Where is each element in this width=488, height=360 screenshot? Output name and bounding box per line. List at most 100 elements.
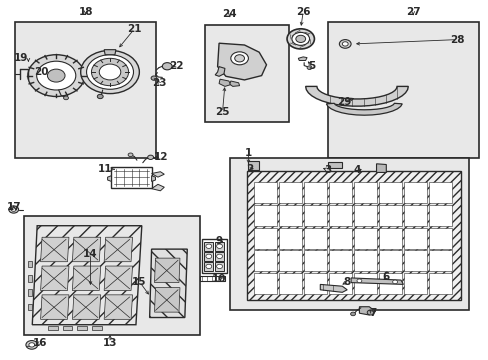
Circle shape [366, 310, 373, 315]
Polygon shape [104, 50, 116, 55]
Bar [279, 228, 302, 249]
Bar [403, 182, 426, 203]
Polygon shape [149, 249, 187, 318]
Text: 26: 26 [295, 6, 310, 17]
Polygon shape [41, 295, 69, 319]
Text: 9: 9 [215, 236, 222, 246]
Bar [353, 205, 376, 226]
Text: 22: 22 [168, 60, 183, 71]
Circle shape [350, 312, 355, 316]
Text: 1: 1 [244, 148, 251, 158]
Circle shape [162, 63, 172, 70]
Bar [254, 228, 277, 249]
Bar [48, 326, 58, 330]
Circle shape [26, 341, 38, 349]
Circle shape [291, 32, 309, 45]
Polygon shape [151, 184, 164, 191]
Polygon shape [104, 295, 132, 319]
Polygon shape [32, 226, 142, 325]
Polygon shape [72, 237, 101, 262]
Polygon shape [215, 67, 224, 76]
Circle shape [63, 96, 68, 100]
Bar [62, 326, 72, 330]
Text: 29: 29 [337, 96, 351, 107]
Bar [215, 262, 224, 271]
Bar [279, 182, 302, 203]
Bar [254, 273, 277, 294]
Polygon shape [219, 79, 230, 86]
Bar [353, 250, 376, 271]
Polygon shape [376, 164, 386, 172]
Bar [304, 182, 326, 203]
Circle shape [216, 254, 222, 258]
Polygon shape [154, 258, 180, 283]
Circle shape [392, 280, 397, 284]
Circle shape [342, 42, 347, 46]
Circle shape [205, 244, 211, 248]
Text: 27: 27 [405, 6, 420, 17]
Bar [403, 273, 426, 294]
Text: 28: 28 [449, 35, 464, 45]
Text: 14: 14 [83, 249, 98, 259]
Text: 24: 24 [222, 9, 237, 19]
Polygon shape [41, 266, 69, 291]
Bar [92, 326, 102, 330]
Text: 4: 4 [352, 165, 360, 175]
Bar [28, 304, 32, 310]
Circle shape [28, 55, 84, 96]
Polygon shape [151, 172, 164, 177]
Circle shape [216, 264, 222, 269]
Bar [378, 205, 401, 226]
Text: 20: 20 [34, 67, 49, 77]
Bar [378, 182, 401, 203]
Circle shape [147, 155, 153, 159]
Bar [254, 182, 277, 203]
Circle shape [306, 66, 311, 69]
Circle shape [81, 50, 139, 94]
Text: 2: 2 [245, 164, 252, 174]
Bar [353, 228, 376, 249]
Polygon shape [104, 237, 132, 262]
Circle shape [86, 55, 133, 89]
Bar [328, 250, 351, 271]
Text: 18: 18 [78, 6, 93, 17]
Polygon shape [72, 266, 101, 291]
Bar [428, 182, 451, 203]
Text: 23: 23 [151, 78, 166, 88]
Bar [204, 262, 213, 271]
Bar [279, 205, 302, 226]
Text: 21: 21 [127, 24, 142, 34]
Text: 8: 8 [343, 276, 350, 287]
Bar [279, 250, 302, 271]
Polygon shape [350, 278, 403, 284]
Text: 16: 16 [33, 338, 47, 348]
Polygon shape [217, 43, 266, 80]
Text: 5: 5 [308, 60, 315, 71]
Circle shape [216, 244, 222, 248]
Bar [304, 273, 326, 294]
Bar [327, 22, 478, 158]
Bar [279, 273, 302, 294]
Bar [428, 205, 451, 226]
Bar [28, 261, 32, 267]
Text: 6: 6 [382, 272, 389, 282]
Circle shape [286, 29, 314, 49]
Bar [328, 182, 351, 203]
Text: 12: 12 [154, 152, 168, 162]
Bar [28, 275, 32, 282]
Bar [229, 158, 468, 310]
Bar [403, 228, 426, 249]
Bar [204, 252, 213, 261]
Bar [328, 228, 351, 249]
Circle shape [37, 61, 76, 90]
Circle shape [151, 76, 157, 80]
Text: 10: 10 [211, 274, 226, 284]
Bar [428, 228, 451, 249]
Polygon shape [248, 161, 259, 170]
Bar [428, 273, 451, 294]
Text: 17: 17 [6, 202, 21, 212]
Circle shape [205, 264, 211, 269]
Circle shape [234, 55, 244, 62]
Circle shape [29, 343, 35, 347]
Polygon shape [107, 176, 111, 181]
